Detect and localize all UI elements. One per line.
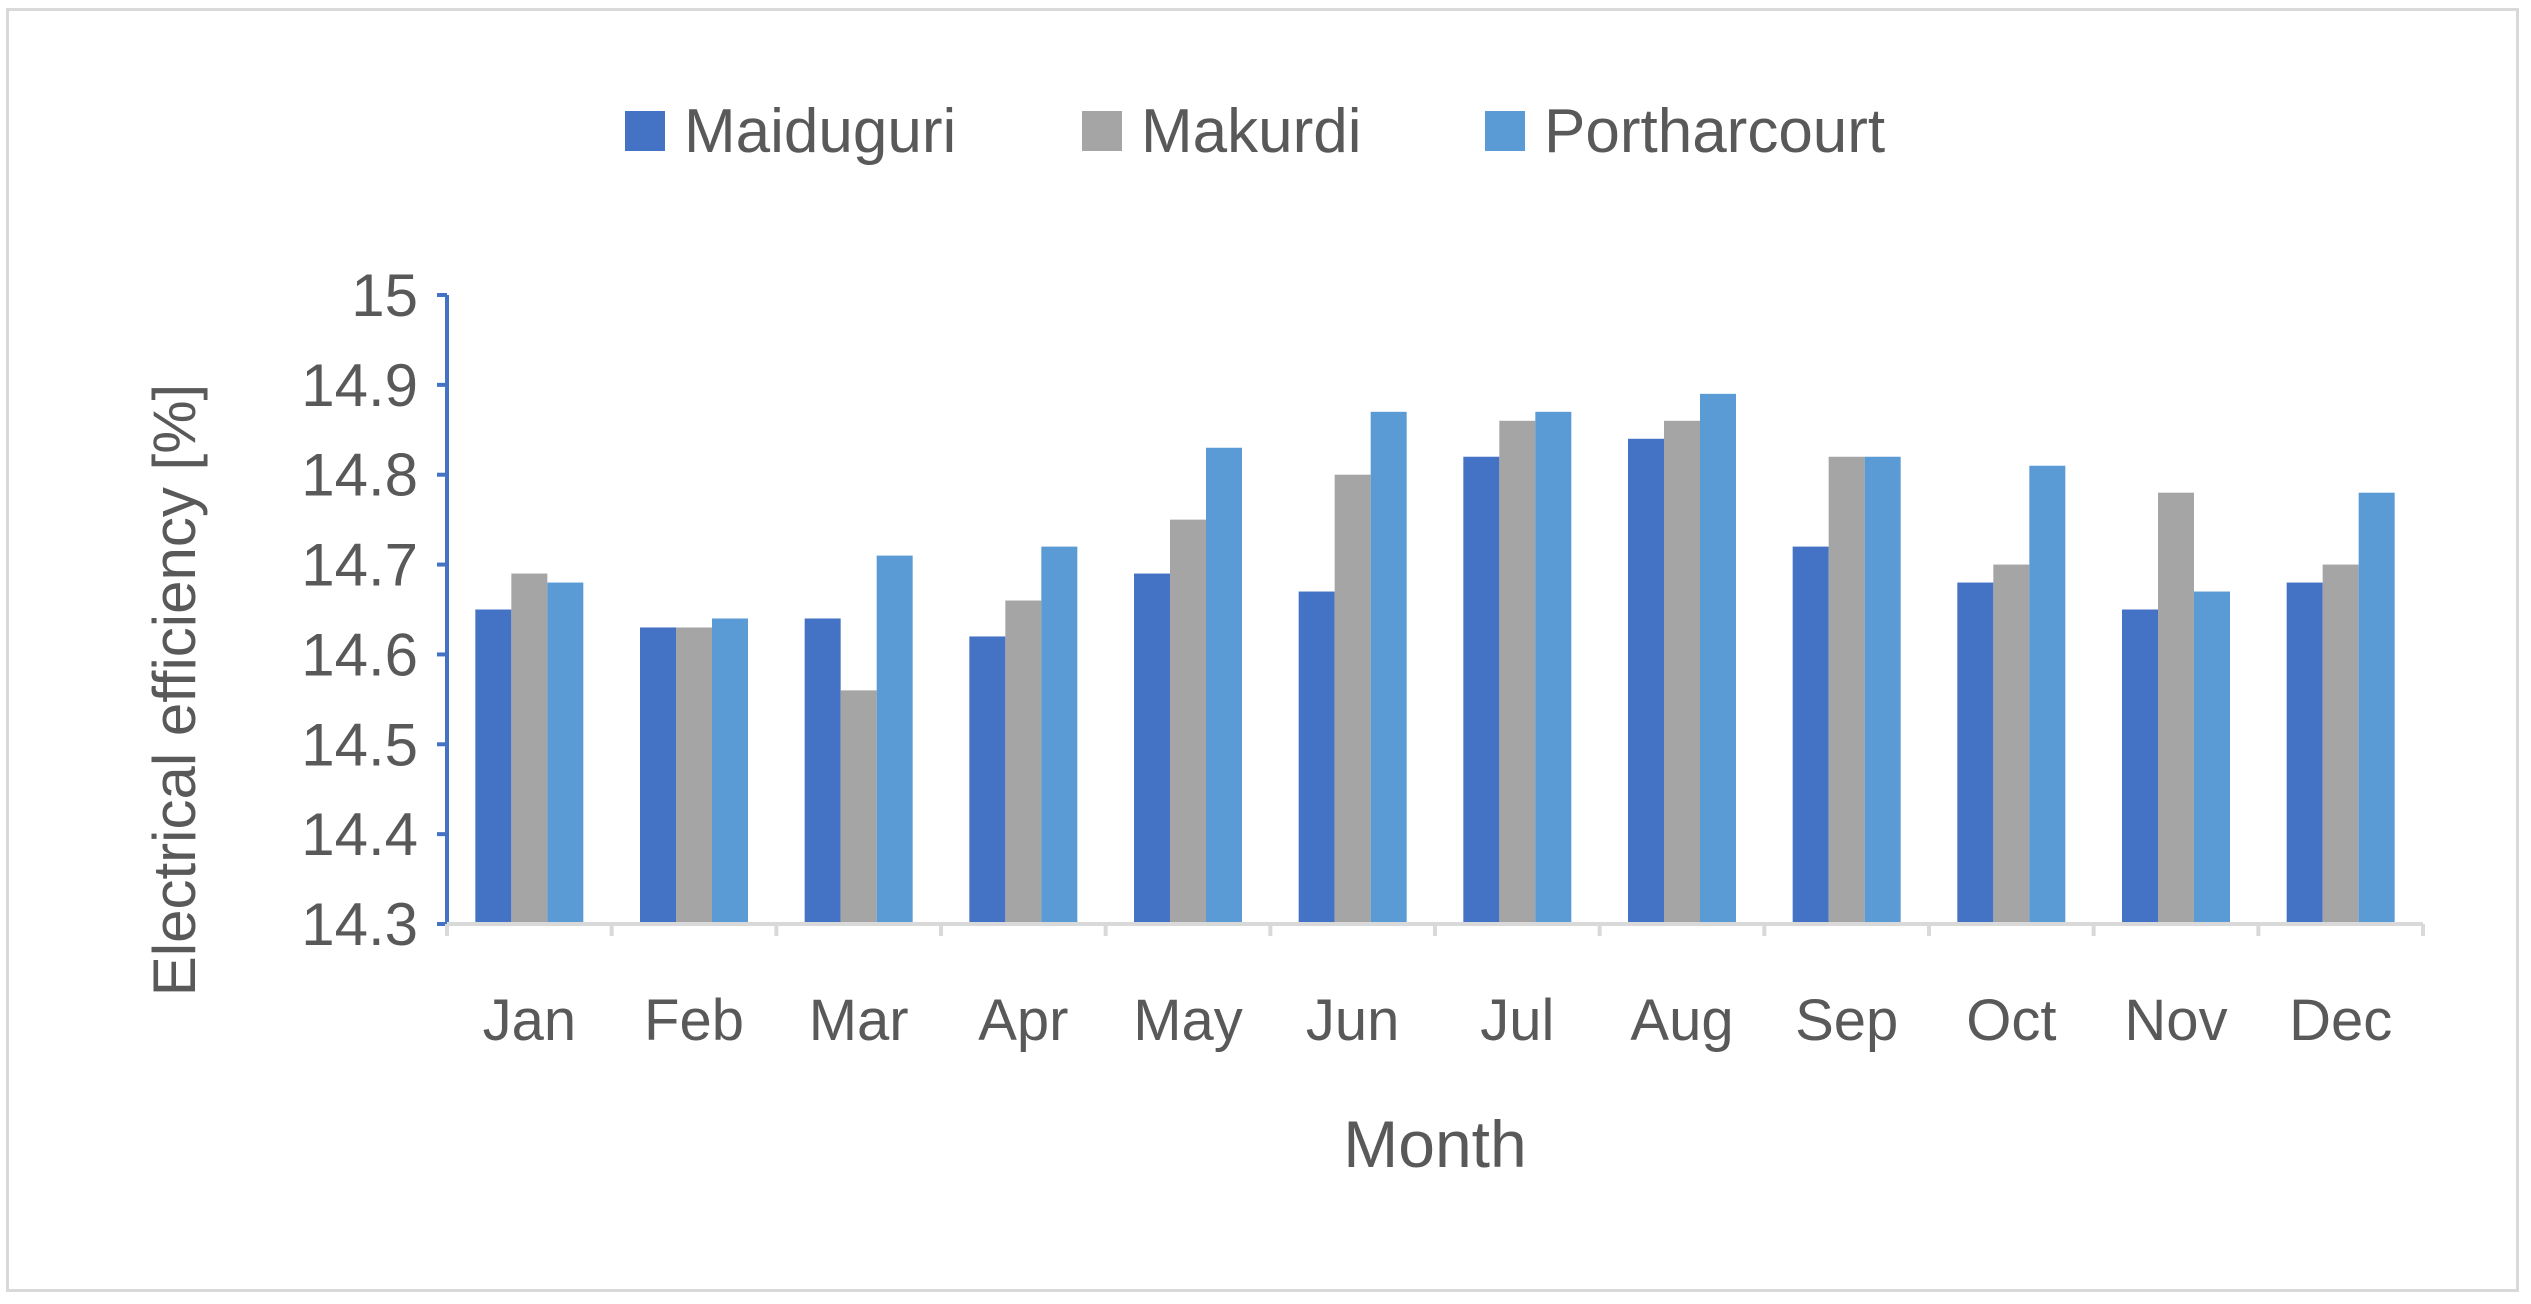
bar-portharcourt-dec [2358,492,2395,924]
bar-maiduguri-nov [2122,609,2158,924]
bar-portharcourt-feb [712,618,748,924]
x-tick-label: Feb [644,988,744,1053]
bar-maiduguri-mar [804,618,841,924]
x-tick-label: Sep [1795,988,1898,1053]
x-tick-label: Oct [1966,988,2056,1053]
bar-portharcourt-jun [1370,411,1407,924]
x-tick-label: Jan [483,988,577,1053]
bar-maiduguri-jan [475,609,512,924]
y-tick-label: 15 [351,262,418,329]
bar-maiduguri-may [1134,573,1170,924]
bar-makurdi-oct [1993,564,2030,924]
bar-maiduguri-jul [1463,456,1500,924]
legend-swatch-maiduguri [625,111,665,151]
bar-maiduguri-feb [640,627,676,924]
y-tick-label: 14.5 [301,711,418,778]
bar-makurdi-sep [1828,456,1865,924]
bar-makurdi-may [1170,519,1206,924]
bar-maiduguri-sep [1792,546,1829,924]
bar-portharcourt-aug [1700,393,1736,924]
legend-swatch-makurdi [1082,111,1122,151]
bar-makurdi-nov [2158,492,2194,924]
bar-makurdi-feb [676,627,712,924]
x-tick-label: Nov [2124,988,2227,1053]
bar-portharcourt-apr [1041,546,1078,924]
legend: Maiduguri Makurdi Portharcourt [625,97,1885,166]
y-tick-label: 14.7 [301,532,418,599]
bar-portharcourt-sep [1864,456,1901,924]
y-tick-label: 14.8 [301,442,418,509]
bar-makurdi-jun [1334,474,1371,924]
bar-makurdi-mar [840,690,877,924]
bar-maiduguri-jun [1298,591,1335,924]
y-axis-title: Electrical efficiency [%] [141,384,208,996]
legend-swatch-portharcourt [1485,111,1525,151]
bar-maiduguri-dec [2286,582,2323,924]
bar-portharcourt-oct [2029,465,2066,924]
bars [475,393,2395,924]
bar-makurdi-dec [2322,564,2359,924]
bar-portharcourt-jul [1535,411,1572,924]
bar-maiduguri-aug [1628,438,1664,924]
bar-makurdi-apr [1005,600,1042,924]
legend-label-maiduguri: Maiduguri [684,97,956,166]
x-tick-label: Aug [1630,988,1733,1053]
bar-portharcourt-may [1206,447,1242,924]
bar-maiduguri-apr [969,636,1006,924]
bar-makurdi-jul [1499,420,1536,924]
y-tick-label: 14.3 [301,891,418,958]
x-axis-title: Month [1343,1107,1526,1181]
bar-portharcourt-nov [2194,591,2230,924]
x-tick-label: Jul [1480,988,1554,1053]
axes: Jan Feb Mar Apr May Jun Jul Aug Sep Oct Nov Dec 14.3… [301,262,2425,1053]
x-tick-label: Mar [809,988,909,1053]
legend-label-makurdi: Makurdi [1141,97,1362,166]
chart-frame [6,8,2519,1292]
y-tick-label: 14.9 [301,352,418,419]
y-tick-label: 14.4 [301,801,418,868]
x-tick-label: Dec [2289,988,2392,1053]
bar-maiduguri-oct [1957,582,1994,924]
bar-makurdi-aug [1664,420,1700,924]
bar-portharcourt-mar [876,555,913,924]
x-tick-label: Jun [1306,988,1400,1053]
y-tick-label: 14.6 [301,621,418,688]
x-tick-label: Apr [978,988,1068,1053]
legend-label-portharcourt: Portharcourt [1544,97,1885,166]
x-tick-label: May [1133,988,1243,1053]
bar-makurdi-jan [511,573,548,924]
bar-portharcourt-jan [547,582,584,924]
